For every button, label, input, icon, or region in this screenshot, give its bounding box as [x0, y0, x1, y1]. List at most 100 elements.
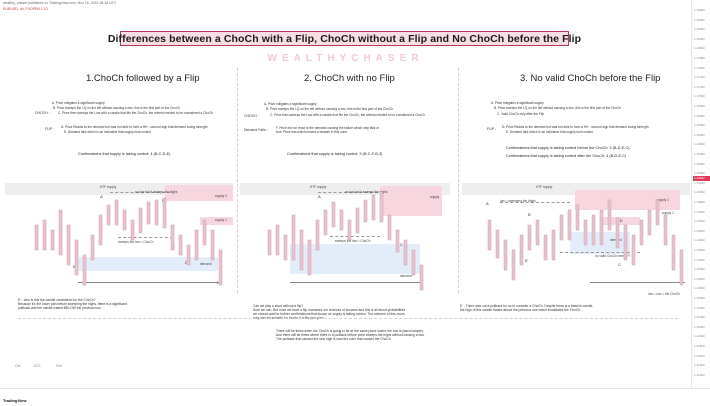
- chart-label: demand: [400, 274, 412, 278]
- section-3-confirm-before: Confirmations that supply is taking cont…: [506, 146, 630, 150]
- section-1-bottom-text: Because it's the lower part before sweep…: [18, 302, 127, 306]
- point-label: E: [217, 280, 220, 285]
- current-price-label: 1.13637: [693, 176, 710, 181]
- section-divider: [458, 68, 459, 293]
- chart-label: sweeps the low = ChoCh: [118, 240, 154, 244]
- supply-zone: [380, 186, 442, 216]
- chart-label: HTF supply: [310, 185, 327, 189]
- point-label: E': [525, 258, 529, 263]
- chart-label: low = sweeping the highs: [500, 199, 536, 203]
- point-label: C: [618, 262, 621, 267]
- liquidity-line: [118, 237, 173, 238]
- time-tick: 2021: [33, 364, 41, 368]
- price-tick: 1.11600: [694, 353, 705, 358]
- section-2-bottom-text: Can we play a short without a flip?: [253, 304, 304, 308]
- point-label: C: [400, 242, 403, 247]
- section-3-bottom-text: the high of this candle traded above the…: [460, 308, 581, 312]
- watermark: WEALTHYCHASER: [267, 53, 424, 64]
- price-tick: 1.14800: [694, 200, 705, 204]
- price-tick: 1.13600: [694, 257, 705, 262]
- price-tick: 1.18400: [694, 27, 705, 32]
- supply-zone: [575, 190, 680, 210]
- chart-label: supply 2: [662, 211, 674, 215]
- liquidity-line: [318, 192, 378, 193]
- price-tick: 1.13000: [694, 286, 705, 291]
- price-tick: 1.16000: [694, 142, 705, 147]
- section-1-tag-choch: CHOCH :: [35, 111, 50, 115]
- chart-label: supply 1: [215, 218, 227, 222]
- price-tick: 1.15000: [694, 190, 705, 195]
- price-tick: 1.18800: [694, 8, 705, 12]
- low-line: [290, 282, 420, 283]
- section-2-note: F. Price did not react to the demand cau…: [276, 126, 380, 130]
- point-label: E': [73, 264, 77, 269]
- footer-bar: TradingView: [0, 388, 710, 406]
- page-title: Differences between a ChoCh with a Flip,…: [107, 32, 582, 45]
- section-1-tag-flip: FLIP :: [45, 127, 55, 131]
- chart-label: supply 2: [215, 194, 227, 198]
- price-tick: 1.14600: [694, 209, 705, 214]
- symbol-line: EURUSD, 4h, FXOPEN 1.13: [3, 7, 48, 11]
- price-tick: 1.17400: [694, 75, 705, 80]
- section-3-note: B. Price sweeps the LQ on the left witho…: [494, 106, 622, 110]
- chart-label: no valid ChoCh here ???: [595, 254, 631, 258]
- section-2-bottom-text: Sure we can. But once we have a flip inc…: [253, 308, 406, 312]
- price-tick: 1.11400: [694, 363, 705, 368]
- price-tick: 1.16200: [694, 132, 705, 137]
- chart-label: supply 1: [657, 198, 669, 202]
- published-line: wealthy_chaser published on TradingView.…: [3, 1, 117, 5]
- chart-label: HTF supply: [100, 185, 117, 189]
- bottom-center-text: There will be times when the ChoCh is go…: [276, 329, 424, 333]
- section-2-tag-choch: CHOCH :: [244, 114, 259, 118]
- time-axis[interactable]: Oct 2021 Feb: [0, 362, 691, 372]
- price-tick: 1.11800: [694, 344, 705, 348]
- top-bar: wealthy_chaser published on TradingView.…: [0, 0, 710, 12]
- price-tick: 1.17600: [694, 65, 705, 70]
- section-3-title: 3. No valid ChoCh before the Flip: [520, 73, 661, 84]
- supply-zone: [200, 217, 233, 225]
- demand-zone: [78, 257, 218, 271]
- chart-area[interactable]: Differences between a ChoCh with a Flip,…: [0, 12, 691, 388]
- price-tick: 1.16600: [694, 113, 705, 118]
- price-tick: 1.12400: [694, 315, 705, 320]
- price-tick: 1.18200: [694, 36, 705, 41]
- tradingview-logo[interactable]: TradingView: [3, 398, 27, 403]
- supply-zone: [165, 185, 233, 201]
- price-tick: 1.13200: [694, 276, 705, 281]
- time-tick: Oct: [15, 364, 21, 368]
- section-2-note: true. Price has which means a bearish in…: [276, 130, 348, 134]
- section-3-confirm-after: Confirmations that supply is taking cont…: [506, 154, 627, 158]
- candles-chart-3: [487, 199, 684, 286]
- liquidity-line: [500, 202, 570, 203]
- section-2-tag-demand-fails: Demand Fails :: [244, 128, 268, 132]
- price-tick: 1.17000: [694, 94, 705, 99]
- section-3-note: E. Demand fails which is an indicative t…: [506, 130, 593, 134]
- section-3-note: C. Valid ChoCh only after the Flip: [497, 112, 545, 116]
- section-2-note: B. Price sweeps the LQ on the left witho…: [266, 107, 394, 111]
- price-tick: 1.14400: [694, 219, 705, 224]
- section-1-title: 1.ChoCh followed by a Flip: [86, 73, 200, 84]
- price-tick: 1.17800: [694, 56, 705, 60]
- price-tick: 1.18600: [694, 17, 705, 22]
- price-axis[interactable]: 1.18800 1.18600 1.18400 1.18200 1.18000 1.178…: [691, 0, 710, 388]
- price-tick: 1.14200: [694, 228, 705, 233]
- chart-label: sweeps the low = ChoCh: [335, 239, 371, 243]
- candles-chart-1: [34, 197, 223, 286]
- bottom-center-text: And there will be times where there is a…: [276, 333, 425, 337]
- low-line: [78, 282, 218, 283]
- dashed-separator: [18, 318, 678, 319]
- price-tick: 1.11200: [694, 372, 705, 377]
- price-tick: 1.12600: [694, 305, 705, 310]
- section-1-note: E. Demand fails which is an indicative t…: [64, 130, 151, 134]
- section-1-note: A. Price mitigates a significant supply: [52, 101, 105, 105]
- price-tick: 1.12200: [694, 324, 705, 329]
- point-label: A: [318, 194, 321, 199]
- section-3-tag-flip: FLIP :: [487, 127, 497, 131]
- chart-label: demand: [200, 262, 212, 266]
- section-1-confirm: Confirmations that supply is taking cont…: [78, 152, 171, 156]
- point-label: E: [620, 218, 623, 223]
- section-1-note: D. Price Reacts to the demand but was no…: [61, 125, 208, 129]
- section-3-bottom-text: E' - There was not a pullback for us to …: [460, 304, 594, 308]
- section-2-title: 2. ChoCh with no Flip: [304, 73, 395, 84]
- price-tick: 1.18000: [694, 46, 705, 51]
